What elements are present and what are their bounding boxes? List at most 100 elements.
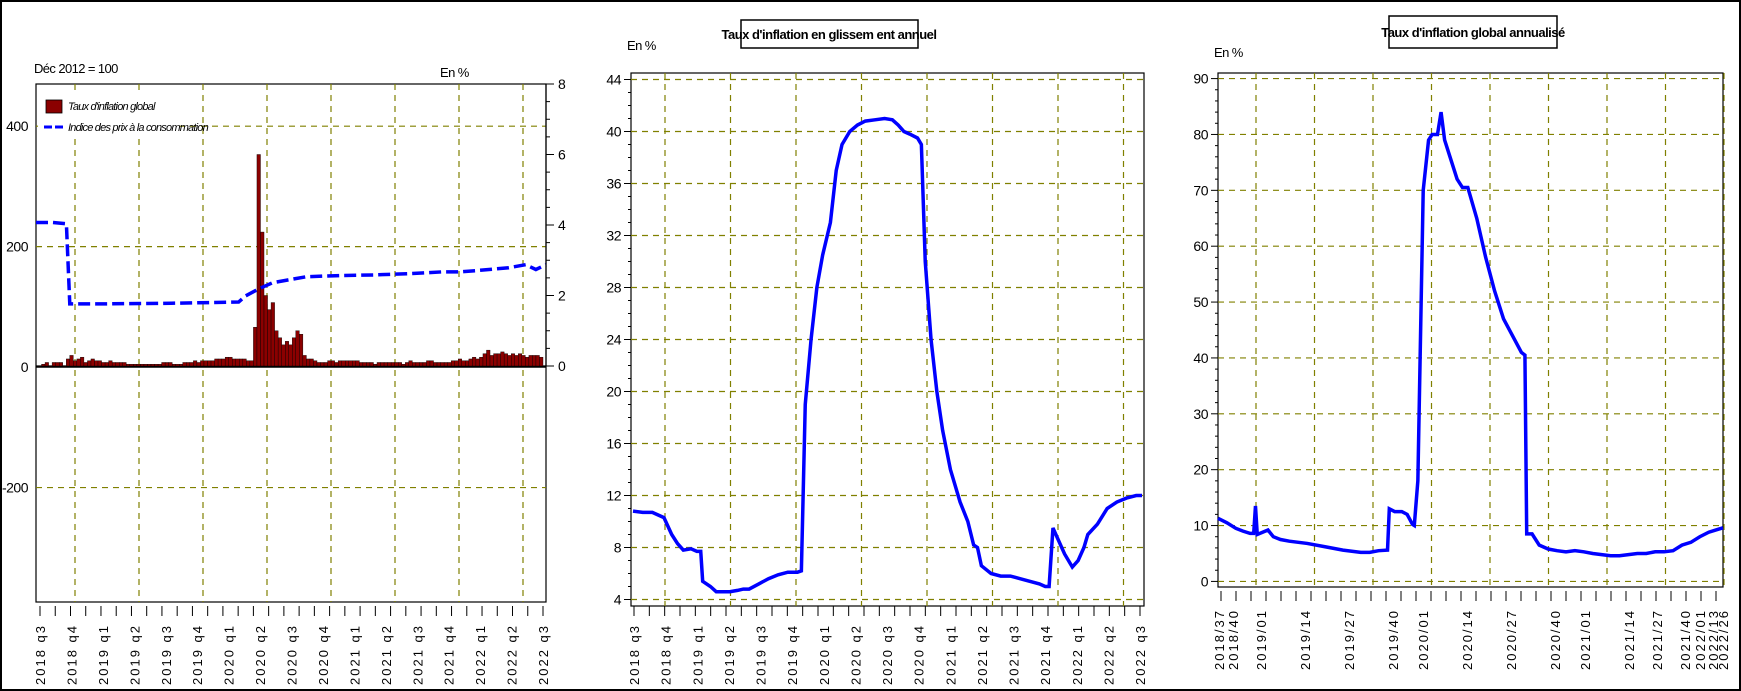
inflation-bar <box>48 365 53 367</box>
inflation-bar <box>133 364 138 367</box>
inflation-bar <box>270 302 275 367</box>
inflation-bar <box>104 362 109 367</box>
inflation-bar <box>535 355 540 367</box>
inflation-bar <box>214 358 219 367</box>
inflation-bar <box>281 344 286 367</box>
x-tick-label: 2022 q2 <box>505 624 520 685</box>
inflation-bar <box>164 362 169 367</box>
legend-item-inflation: Taux d'inflation global <box>68 101 156 113</box>
inflation-bar <box>239 358 244 367</box>
x-tick-label: 2018 q3 <box>33 624 48 685</box>
inflation-bar <box>150 364 155 367</box>
inflation-bar <box>66 358 70 367</box>
x-tick-label: 2020 q2 <box>848 624 863 685</box>
chart-3-inflation-line <box>1217 111 1724 558</box>
x-tick-label: 2019 q2 <box>722 624 737 685</box>
inflation-bar <box>309 358 314 367</box>
inflation-bar <box>217 358 222 367</box>
x-tick-label: 2019/01 <box>1254 609 1269 670</box>
inflation-bar <box>253 327 258 367</box>
inflation-bar <box>376 362 381 367</box>
inflation-bar <box>69 355 74 367</box>
inflation-bar <box>429 360 434 367</box>
inflation-bar <box>260 231 265 367</box>
x-tick-label: 2021 q1 <box>943 624 958 685</box>
inflation-bar <box>443 362 448 367</box>
inflation-bar <box>500 351 505 367</box>
x-tick-label: 2020 q4 <box>316 624 331 685</box>
inflation-bar <box>299 334 304 367</box>
y-tick-label: 28 <box>606 280 621 296</box>
x-tick-label: 2020 q1 <box>817 624 832 685</box>
inflation-bar <box>143 364 148 367</box>
chart-1-x-axis: 2018 q3 2018 q4 2019 q1 2019 q2 2019 q3 2019 … <box>33 606 551 685</box>
chart-2-annual-inflation: 44 40 36 32 28 24 20 16 12 8 4 2018 q3 2018 q4 2019 … <box>606 19 1148 685</box>
inflation-bar <box>316 362 321 367</box>
chart-3-grid <box>1218 73 1725 587</box>
inflation-bar <box>313 360 318 367</box>
inflation-bar <box>285 341 289 367</box>
inflation-bar <box>175 364 180 367</box>
chart-1-grid <box>36 84 546 602</box>
inflation-bar <box>306 358 311 367</box>
chart-2-inflation-line <box>632 116 1142 594</box>
x-tick-label: 2020/27 <box>1504 609 1519 670</box>
y-tick-label: 10 <box>1193 518 1208 534</box>
y-tick-label: 36 <box>606 176 621 192</box>
inflation-bar <box>461 360 466 367</box>
y-tick-label: 20 <box>1193 462 1208 478</box>
x-tick-label: 2021 q2 <box>975 624 990 685</box>
x-tick-label: 2021/27 <box>1650 609 1665 670</box>
y-tick-label: 70 <box>1193 182 1208 198</box>
chart-3-annualized-inflation: 90 80 70 60 50 40 30 20 10 0 2018/37 2018/40 2019/0… <box>1193 15 1731 670</box>
x-tick-label: 2022 q3 <box>536 624 551 685</box>
inflation-bar <box>232 358 236 367</box>
x-tick-label: 2020 q1 <box>222 624 237 685</box>
y-tick-label: 0 <box>1201 573 1209 589</box>
inflation-bar <box>196 362 201 367</box>
inflation-bar <box>387 362 392 367</box>
inflation-bar <box>292 337 296 367</box>
x-tick-label: 2021 q1 <box>347 624 362 685</box>
inflation-bar <box>518 353 523 367</box>
inflation-bar <box>256 154 261 367</box>
chart-1-cpi-line <box>36 220 547 306</box>
inflation-bar <box>394 362 399 367</box>
inflation-bar <box>496 353 501 367</box>
inflation-bar <box>320 362 325 367</box>
chart-3-plot-frame <box>1217 72 1724 588</box>
right-tick-label: 0 <box>558 358 566 374</box>
y-tick-label: 4 <box>614 592 622 608</box>
x-tick-label: 2019 q1 <box>690 624 705 685</box>
x-tick-label: 2020 q3 <box>285 624 300 685</box>
y-tick-label: 50 <box>1193 294 1208 310</box>
y-tick-label: 80 <box>1193 126 1208 142</box>
inflation-bar <box>337 360 342 367</box>
inflation-bar <box>80 356 85 367</box>
inflation-bar <box>433 362 438 367</box>
right-tick-label: 6 <box>558 147 566 163</box>
chart-2-title-box <box>740 19 919 49</box>
y-tick-label: 40 <box>606 124 621 140</box>
x-tick-label: 2019/14 <box>1298 609 1313 670</box>
chart-2-unit-label: En % <box>627 38 657 53</box>
chart-1-bars <box>37 154 544 367</box>
inflation-bar <box>507 355 512 367</box>
inflation-bar <box>472 356 477 367</box>
inflation-bar <box>267 309 272 367</box>
inflation-bar <box>532 355 537 367</box>
inflation-bar <box>475 358 480 367</box>
x-tick-label: 2020 q2 <box>253 624 268 685</box>
x-tick-label: 2022 q2 <box>1101 624 1116 685</box>
inflation-bar <box>465 360 470 367</box>
inflation-bar <box>179 364 183 367</box>
x-tick-label: 2019 q3 <box>754 624 769 685</box>
chart-3-unit-label: En % <box>1214 45 1244 60</box>
y-tick-label: 40 <box>1193 350 1208 366</box>
inflation-bar <box>341 360 346 367</box>
inflation-bar <box>401 364 406 367</box>
inflation-bar <box>468 358 473 367</box>
x-tick-label: 2020 q3 <box>880 624 895 685</box>
y-tick-label: 8 <box>614 540 622 556</box>
inflation-bar <box>405 362 410 367</box>
